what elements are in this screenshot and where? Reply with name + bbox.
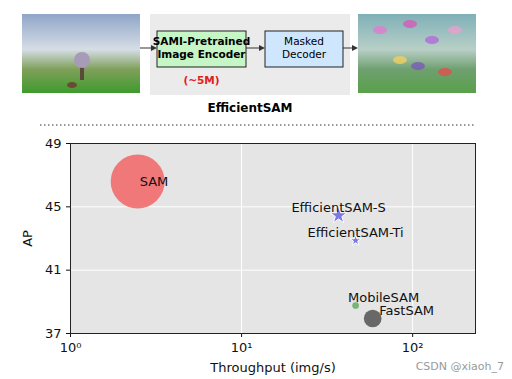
svg-text:Masked: Masked bbox=[284, 35, 324, 47]
svg-text:Throughput (img/s): Throughput (img/s) bbox=[209, 360, 335, 375]
svg-text:45: 45 bbox=[45, 199, 62, 214]
svg-text:EfficientSAM-Ti: EfficientSAM-Ti bbox=[308, 225, 404, 240]
svg-text:Image Encoder: Image Encoder bbox=[157, 48, 246, 60]
svg-text:FastSAM: FastSAM bbox=[379, 303, 434, 318]
html-text:CSDN @xiaoh_7: CSDN @xiaoh_7 bbox=[415, 360, 504, 373]
svg-text:10⁰: 10⁰ bbox=[60, 340, 82, 355]
svg-text:EfficientSAM: EfficientSAM bbox=[207, 101, 292, 115]
svg-text:10¹: 10¹ bbox=[231, 340, 253, 355]
svg-text:37: 37 bbox=[45, 326, 62, 341]
svg-text:EfficientSAM-S: EfficientSAM-S bbox=[291, 200, 385, 215]
svg-text:SAMI-Pretrained: SAMI-Pretrained bbox=[153, 35, 250, 47]
svg-text:SAM: SAM bbox=[140, 174, 169, 189]
svg-text:MobileSAM: MobileSAM bbox=[348, 289, 420, 305]
svg-text:(~5M): (~5M) bbox=[183, 74, 219, 86]
svg-text:AP: AP bbox=[20, 230, 35, 247]
svg-text:10²: 10² bbox=[402, 340, 424, 355]
svg-text:41: 41 bbox=[45, 262, 62, 277]
svg-text:Decoder: Decoder bbox=[282, 48, 327, 60]
svg-text:49: 49 bbox=[45, 136, 62, 151]
